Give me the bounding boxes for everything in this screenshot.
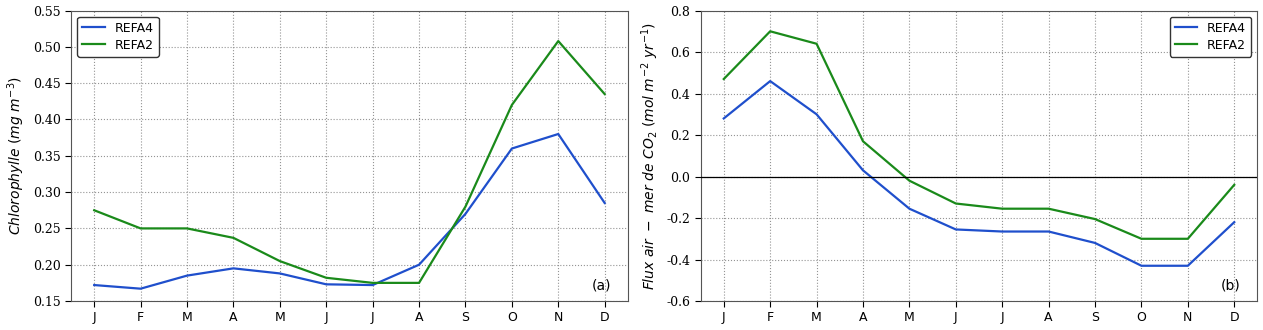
REFA2 (995, 207, 1010, 211)
Text: (a): (a) (591, 278, 611, 292)
REFA2 (902, 179, 917, 183)
REFA2 (949, 202, 964, 206)
REFA2 (226, 236, 241, 240)
REFA4 (855, 168, 870, 172)
REFA4 (1134, 264, 1149, 268)
REFA2 (458, 205, 474, 209)
REFA2 (87, 208, 102, 212)
REFA2 (551, 39, 566, 43)
REFA2 (1180, 237, 1195, 241)
REFA4 (179, 274, 195, 278)
REFA4 (597, 201, 613, 205)
REFA4 (1180, 264, 1195, 268)
REFA2 (365, 281, 380, 285)
REFA4 (551, 132, 566, 136)
REFA4 (133, 287, 148, 291)
REFA4 (810, 112, 825, 116)
Legend: REFA4, REFA2: REFA4, REFA2 (1170, 17, 1252, 56)
REFA4 (1087, 241, 1103, 245)
Y-axis label: $\it{Chlorophylle}$ $(mg\ m^{-3})$: $\it{Chlorophylle}$ $(mg\ m^{-3})$ (5, 76, 28, 235)
REFA4 (226, 266, 241, 270)
Line: REFA2: REFA2 (95, 41, 605, 283)
REFA2 (763, 29, 778, 33)
REFA4 (318, 282, 333, 286)
REFA2 (318, 276, 333, 280)
Line: REFA4: REFA4 (724, 81, 1234, 266)
REFA4 (902, 207, 917, 211)
REFA4 (949, 227, 964, 231)
REFA4 (716, 116, 731, 120)
REFA2 (855, 139, 870, 143)
REFA2 (1087, 217, 1103, 221)
REFA4 (87, 283, 102, 287)
REFA4 (1041, 230, 1056, 234)
REFA2 (179, 226, 195, 230)
REFA4 (365, 283, 380, 287)
REFA4 (458, 212, 474, 216)
REFA4 (273, 272, 288, 276)
Line: REFA4: REFA4 (95, 134, 605, 289)
REFA2 (412, 281, 427, 285)
REFA2 (1226, 183, 1242, 187)
REFA2 (597, 92, 613, 96)
Text: (b): (b) (1221, 278, 1240, 292)
REFA2 (273, 259, 288, 263)
REFA4 (1226, 220, 1242, 224)
Legend: REFA4, REFA2: REFA4, REFA2 (77, 17, 159, 56)
REFA4 (412, 263, 427, 267)
REFA2 (504, 103, 519, 107)
Line: REFA2: REFA2 (724, 31, 1234, 239)
REFA4 (995, 230, 1010, 234)
REFA2 (716, 77, 731, 81)
REFA2 (1134, 237, 1149, 241)
Y-axis label: $\it{Flux\ air\ -\ mer\ de\ CO_2}$ $(mol\ m^{-2}\ yr^{-1})$: $\it{Flux\ air\ -\ mer\ de\ CO_2}$ $(mol… (639, 22, 661, 290)
REFA2 (133, 226, 148, 230)
REFA2 (810, 42, 825, 46)
REFA4 (504, 147, 519, 150)
REFA4 (763, 79, 778, 83)
REFA2 (1041, 207, 1056, 211)
